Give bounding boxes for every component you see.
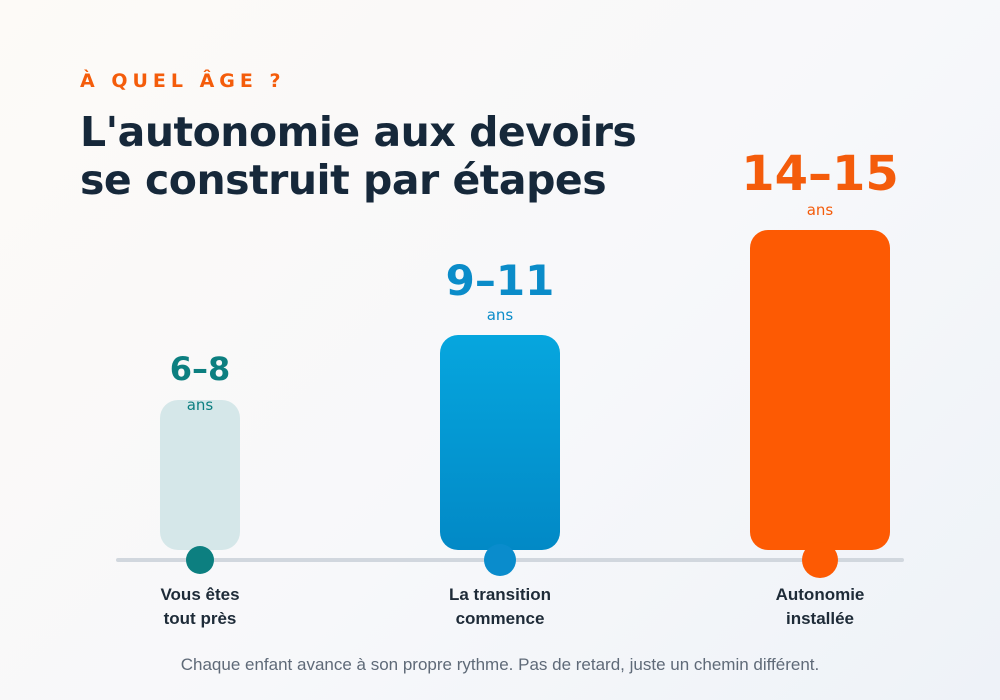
stage-caption-3-line-1: Autonomie: [776, 585, 865, 604]
stage-caption-2-line-2: commence: [456, 609, 545, 628]
stage-dot-1: [186, 546, 214, 574]
stage-dot-2: [484, 544, 516, 576]
unit-label-3: ans: [807, 201, 834, 219]
age-range-label-3: 14–15: [741, 146, 899, 202]
stage-caption-2-line-1: La transition: [449, 585, 551, 604]
title-line-1: L'autonomie aux devoirs: [80, 108, 637, 156]
unit-label-2: ans: [487, 306, 514, 324]
bar-1: [160, 400, 240, 550]
bar-3: [750, 230, 890, 550]
bar-2: [440, 335, 560, 550]
footnote: Chaque enfant avance à son propre rythme…: [180, 655, 820, 674]
eyebrow-label: À QUEL ÂGE ?: [80, 70, 286, 92]
title-line-2: se construit par étapes: [80, 156, 607, 204]
age-range-label-2: 9–11: [446, 256, 555, 305]
unit-label-1: ans: [187, 396, 214, 414]
stage-caption-3-line-2: installée: [786, 609, 854, 628]
stage-caption-1-line-2: tout près: [164, 609, 237, 628]
age-range-label-1: 6–8: [170, 350, 231, 388]
stage-dot-3: [802, 542, 838, 578]
page-title: L'autonomie aux devoirs se construit par…: [80, 108, 720, 204]
stage-caption-1-line-1: Vous êtes: [160, 585, 239, 604]
